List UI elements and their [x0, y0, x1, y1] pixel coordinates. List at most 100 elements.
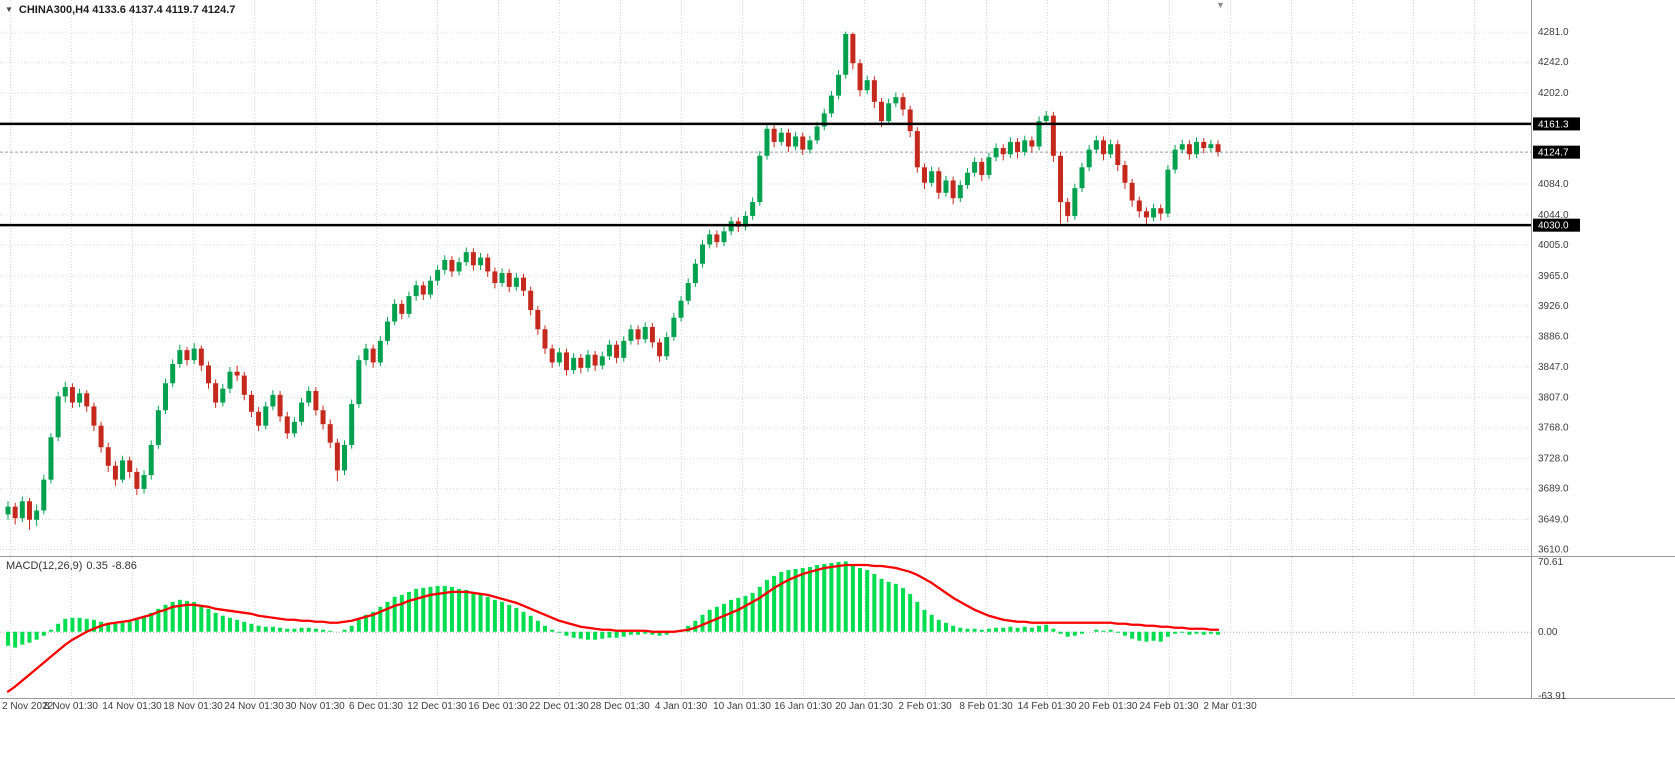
- time-tick-label: 24 Feb 01:30: [1140, 701, 1199, 712]
- candle-body: [141, 475, 147, 489]
- candle-body: [1136, 200, 1142, 212]
- price-badge-label: 4124.7: [1538, 148, 1569, 159]
- candle-body: [191, 348, 197, 361]
- candle-body: [814, 126, 820, 141]
- price-badge-label: 4161.3: [1538, 119, 1569, 130]
- time-tick-label: 4 Jan 01:30: [655, 701, 708, 712]
- candle-body: [1015, 141, 1021, 152]
- candle-body: [12, 506, 18, 519]
- candle-body: [227, 371, 233, 389]
- candle-body: [857, 63, 863, 91]
- time-axis[interactable]: [0, 698, 1675, 720]
- price-tick-label: 3728.0: [1538, 454, 1569, 465]
- candle-body: [277, 394, 283, 417]
- candle-body: [270, 394, 276, 407]
- candle-body: [692, 263, 698, 284]
- candle-body: [979, 161, 985, 176]
- candle-body: [406, 296, 412, 314]
- candle-body: [120, 460, 126, 480]
- candle-body: [828, 95, 834, 114]
- candle-body: [886, 103, 892, 122]
- candle-body: [91, 406, 97, 426]
- time-tick-label: 8 Nov 01:30: [44, 701, 98, 712]
- candle-body: [649, 326, 655, 343]
- candle-body: [893, 97, 899, 104]
- candle-body: [470, 252, 476, 266]
- candle-body: [69, 387, 75, 403]
- macd-value-signal: -8.86: [111, 560, 137, 572]
- price-tick-label: 3886.0: [1538, 332, 1569, 343]
- candle-body: [1100, 140, 1106, 155]
- candle-body: [850, 33, 856, 64]
- candle-body: [98, 425, 104, 448]
- candle-body: [320, 410, 326, 425]
- candle-body: [19, 501, 25, 519]
- candle-body: [700, 244, 706, 264]
- candle-body: [549, 348, 555, 363]
- candle-body: [943, 180, 949, 193]
- candle-body: [327, 424, 333, 443]
- candle-body: [785, 132, 791, 147]
- candles-layer: [5, 31, 1221, 530]
- candle-body: [750, 202, 756, 216]
- symbol-ohlc-text: CHINA300,H4 4133.6 4137.4 4119.7 4124.7: [18, 4, 236, 16]
- macd-axis-label: 70.61: [1538, 557, 1563, 568]
- candle-body: [205, 365, 211, 384]
- time-tick-label: 6 Dec 01:30: [349, 701, 403, 712]
- time-tick-label: 14 Feb 01:30: [1018, 701, 1077, 712]
- price-tick-label: 4044.0: [1538, 210, 1569, 221]
- candle-body: [77, 393, 83, 403]
- candle-body: [413, 285, 419, 297]
- candle-body: [456, 262, 462, 272]
- candle-body: [585, 354, 591, 368]
- macd-axis-label: -63.91: [1538, 691, 1567, 702]
- candle-body: [334, 442, 340, 471]
- time-tick-label: 18 Nov 01:30: [163, 701, 223, 712]
- candle-body: [370, 348, 376, 363]
- candle-body: [1065, 202, 1071, 216]
- candle-body: [1072, 188, 1078, 216]
- price-tick-label: 4202.0: [1538, 88, 1569, 99]
- candle-body: [821, 113, 827, 127]
- candle-body: [921, 167, 927, 183]
- candle-body: [1086, 149, 1092, 168]
- candle-body: [907, 109, 913, 132]
- candle-body: [542, 329, 548, 349]
- candle-body: [41, 479, 47, 511]
- candle-body: [435, 269, 441, 281]
- candle-body: [528, 290, 534, 311]
- candle-body: [592, 354, 598, 366]
- price-tick-label: 3689.0: [1538, 484, 1569, 495]
- candle-body: [871, 80, 877, 102]
- candle-body: [771, 128, 777, 142]
- symbol-dropdown-icon[interactable]: ▼: [5, 5, 13, 14]
- candle-body: [936, 171, 942, 193]
- price-tick-label: 3807.0: [1538, 393, 1569, 404]
- price-tick-label: 4084.0: [1538, 179, 1569, 190]
- candle-body: [442, 259, 448, 270]
- macd-indicator-label: MACD(12,26,9) 0.35 -8.86: [6, 560, 141, 572]
- candle-body: [599, 356, 605, 366]
- candle-body: [1158, 208, 1164, 214]
- candle-body: [914, 131, 920, 168]
- candle-body: [800, 136, 806, 150]
- price-axis-labels: 4281.0 4242.0 4202.0 4084.0 4044.0 4005.0 3965…: [1538, 27, 1569, 555]
- candle-body: [513, 277, 519, 287]
- candle-body: [1079, 167, 1085, 189]
- candle-body: [134, 471, 140, 489]
- time-tick-label: 20 Feb 01:30: [1079, 701, 1138, 712]
- candle-body: [1165, 169, 1171, 214]
- price-axis[interactable]: [1531, 0, 1675, 698]
- symbol-header: ▼ CHINA300,H4 4133.6 4137.4 4119.7 4124.…: [5, 4, 235, 16]
- candle-body: [757, 155, 763, 203]
- chart-shift-icon[interactable]: ▼: [1216, 0, 1225, 10]
- candle-body: [1108, 144, 1114, 155]
- candle-body: [1000, 148, 1006, 155]
- time-tick-label: 30 Nov 01:30: [285, 701, 345, 712]
- candle-body: [284, 416, 290, 434]
- candle-body: [506, 272, 512, 287]
- candle-body: [420, 285, 426, 295]
- candle-body: [778, 132, 784, 142]
